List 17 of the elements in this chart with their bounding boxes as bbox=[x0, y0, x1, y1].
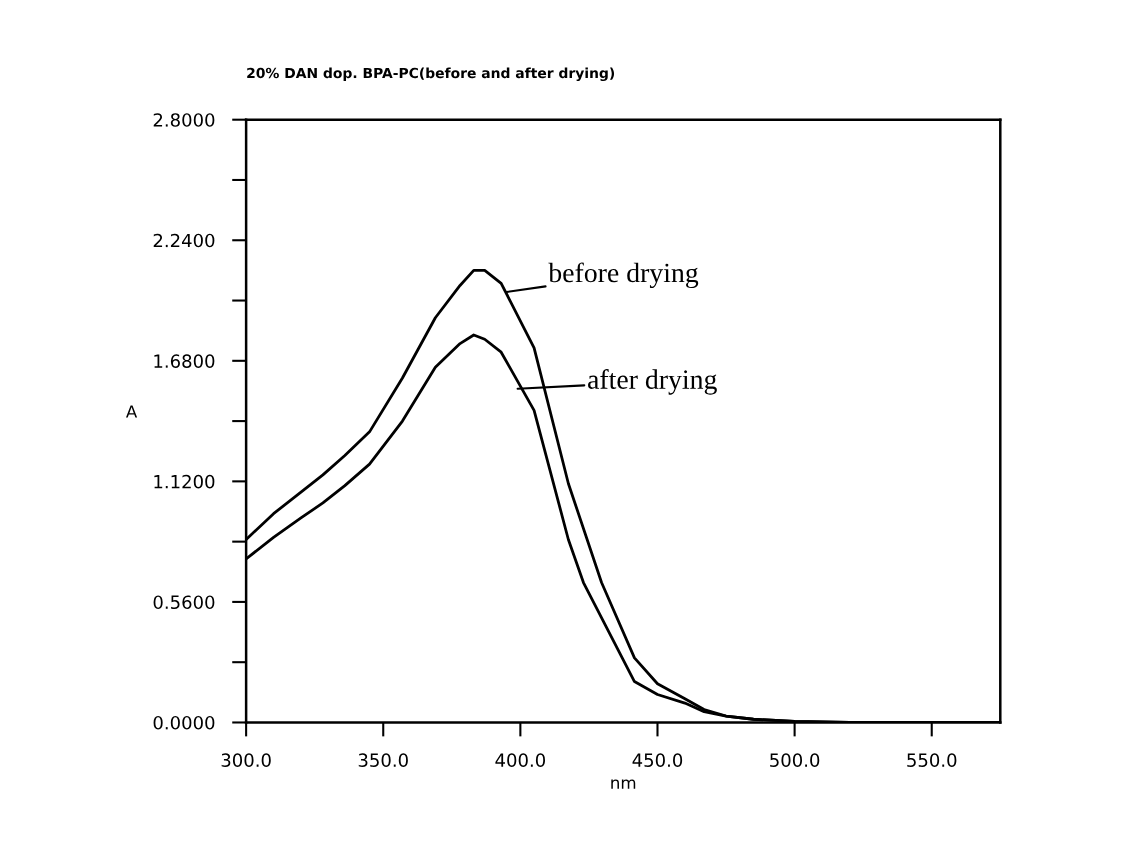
x-tick-label: 450.0 bbox=[632, 753, 683, 768]
x-tick-label: 300.0 bbox=[221, 753, 271, 768]
x-tick-label: 500.0 bbox=[770, 753, 820, 768]
y-tick-label: 1.6800 bbox=[154, 354, 215, 368]
x-tick-label: 350.0 bbox=[358, 753, 408, 768]
chart-title: 20% DAN dop. BPA-PC(before and after drying) bbox=[247, 67, 615, 82]
y-tick-label: 1.1200 bbox=[154, 474, 215, 489]
y-tick-label: 2.8000 bbox=[153, 113, 215, 127]
annotation: before drying bbox=[548, 262, 699, 289]
y-tick-label: 2.2400 bbox=[153, 233, 215, 248]
y-tick-label: 0.0000 bbox=[153, 715, 215, 730]
y-tick-label: 0.5600 bbox=[153, 595, 215, 610]
y-axis-title: A bbox=[125, 405, 138, 418]
x-axis-title: nm bbox=[611, 779, 636, 789]
x-tick-label: 550.0 bbox=[907, 753, 957, 768]
x-tick-label: 400.0 bbox=[495, 753, 546, 768]
annotation: after drying bbox=[588, 369, 717, 395]
